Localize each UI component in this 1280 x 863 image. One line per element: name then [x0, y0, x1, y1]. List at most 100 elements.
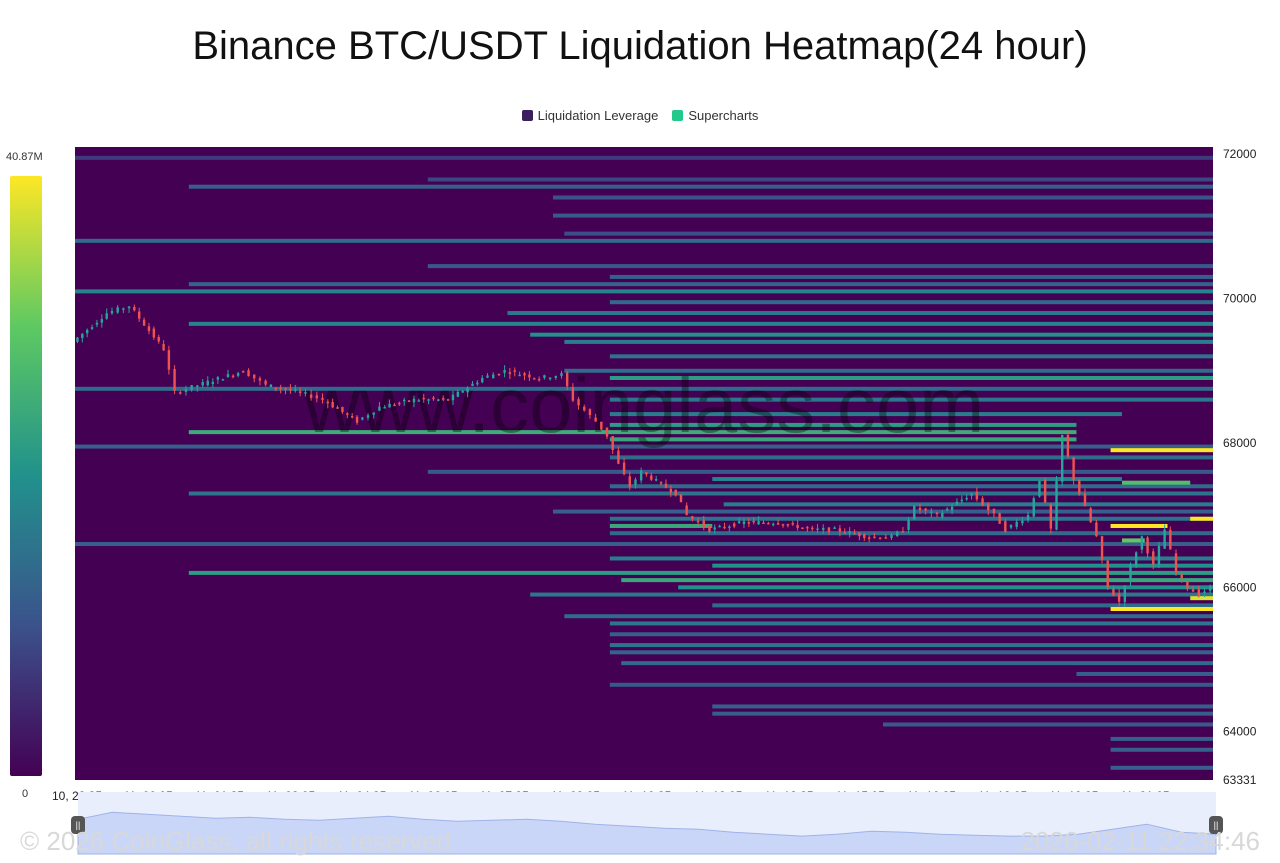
liquidation-band	[609, 300, 1213, 305]
candle-body	[461, 391, 464, 393]
candle-body	[901, 531, 905, 533]
candle-body	[1208, 585, 1212, 591]
candle-body	[407, 400, 411, 402]
candle-body	[1078, 480, 1081, 495]
candle-body	[981, 498, 984, 506]
candle-body	[786, 524, 790, 526]
candle-body	[133, 306, 136, 311]
candle-body	[858, 532, 861, 537]
timestamp-text: 2026-02-11 22:34:46	[1020, 826, 1261, 856]
candle-body	[945, 508, 949, 511]
candle-body	[167, 350, 171, 370]
y-tick-label: 70000	[1223, 292, 1257, 306]
candle-body	[1015, 521, 1018, 527]
candle-body	[1163, 529, 1166, 549]
candle-body	[486, 375, 489, 378]
candle-body	[965, 497, 968, 500]
liquidation-band	[188, 321, 1213, 326]
watermark-text: www.coinglass.com	[303, 361, 985, 449]
candle-body	[762, 522, 765, 525]
liquidation-band	[552, 195, 1213, 200]
candle-body	[702, 520, 705, 527]
candle-body	[713, 527, 716, 530]
legend-swatch-liquidation	[521, 110, 533, 121]
candle-body	[284, 388, 287, 390]
candle-body	[372, 412, 375, 415]
candle-body	[935, 512, 939, 515]
hot-liquidation-band	[1190, 596, 1213, 601]
candle-body	[1089, 508, 1092, 523]
legend-item-supercharts[interactable]: Supercharts	[672, 108, 758, 123]
liquidation-band	[609, 354, 1213, 359]
candle-body	[518, 374, 521, 377]
liquidation-band	[75, 542, 1213, 547]
candle-body	[432, 397, 435, 400]
candle-body	[679, 494, 683, 503]
candle-body	[152, 328, 156, 338]
candle-body	[565, 372, 569, 387]
candle-body	[1100, 536, 1104, 561]
candle-body	[723, 526, 726, 529]
candle-body	[930, 511, 933, 513]
candle-body	[776, 523, 780, 525]
candle-body	[138, 311, 141, 319]
candle-body	[422, 397, 425, 400]
candle-body	[162, 343, 165, 351]
liquidation-band	[75, 289, 1213, 294]
candle-body	[1009, 524, 1013, 528]
liquidation-band	[609, 422, 1077, 427]
legend-item-liquidation-leverage[interactable]: Liquidation Leverage	[521, 108, 658, 123]
candle-body	[1072, 457, 1075, 481]
candle-body	[294, 389, 297, 391]
liquidation-band	[609, 412, 1122, 417]
candle-body	[258, 378, 262, 381]
candle-body	[605, 427, 609, 437]
candle-body	[476, 382, 479, 385]
y-tick-label: 72000	[1223, 147, 1257, 161]
navigator-handle-left[interactable]: ||	[71, 816, 85, 834]
hot-liquidation-band	[1110, 448, 1213, 453]
hot-liquidation-band	[1110, 523, 1168, 528]
candle-body	[960, 499, 964, 502]
hot-liquidation-band	[1121, 538, 1145, 543]
candle-body	[361, 417, 364, 420]
candle-body	[221, 379, 225, 381]
liquidation-band	[609, 682, 1213, 687]
liquidation-band	[1110, 747, 1213, 752]
candle-body	[236, 373, 240, 376]
candle-body	[157, 337, 160, 342]
candle-body	[331, 402, 334, 408]
hot-liquidation-band	[1110, 606, 1213, 611]
candle-body	[1038, 480, 1041, 497]
candle-body	[588, 409, 592, 416]
liquidation-band	[530, 592, 1213, 597]
liquidation-band	[712, 704, 1213, 709]
candle-body	[950, 506, 954, 511]
time-navigator[interactable]: || ||	[71, 792, 1223, 854]
candle-body	[179, 392, 182, 394]
liquidation-band	[75, 155, 1213, 160]
chart-title: Binance BTC/USDT Liquidation Heatmap(24 …	[192, 24, 1088, 68]
candle-body	[127, 306, 131, 309]
candle-body	[289, 388, 292, 391]
candle-body	[196, 385, 199, 387]
candle-body	[1157, 545, 1161, 565]
candle-body	[321, 397, 324, 400]
candle-body	[878, 537, 882, 540]
liquidation-band	[609, 274, 1213, 279]
liquidation-band	[621, 661, 1213, 666]
navigator-handle-right[interactable]: ||	[1209, 816, 1223, 834]
candle-body	[747, 522, 751, 524]
candle-body	[1203, 591, 1206, 594]
candle-body	[890, 534, 893, 538]
candle-body	[513, 370, 516, 372]
candle-body	[231, 375, 235, 378]
candle-body	[781, 524, 785, 526]
candle-body	[742, 521, 746, 525]
liquidation-band	[609, 455, 1213, 460]
candle-body	[1061, 434, 1064, 482]
liquidation-band	[530, 332, 1213, 337]
candle-body	[173, 368, 176, 391]
candle-body	[383, 407, 386, 409]
